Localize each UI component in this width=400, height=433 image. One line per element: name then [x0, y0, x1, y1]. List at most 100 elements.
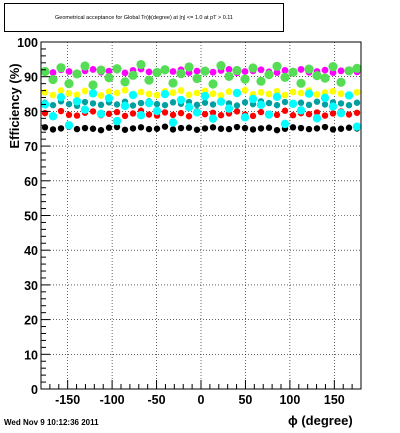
- data-point: [321, 101, 329, 108]
- data-point: [80, 61, 90, 71]
- data-point: [105, 110, 113, 118]
- data-point: [104, 94, 114, 103]
- data-point: [193, 67, 201, 75]
- data-point: [313, 109, 321, 116]
- y-tick-label: 100: [17, 36, 38, 50]
- data-point: [113, 123, 121, 131]
- data-point: [184, 103, 194, 112]
- data-point: [57, 125, 65, 132]
- data-point: [56, 92, 66, 102]
- data-point: [329, 87, 337, 95]
- data-point: [193, 101, 201, 109]
- data-point: [49, 69, 57, 76]
- data-point: [272, 92, 282, 102]
- data-point: [225, 125, 233, 133]
- data-point: [185, 124, 193, 131]
- data-point: [201, 99, 209, 106]
- data-point: [256, 100, 266, 110]
- data-point: [240, 113, 250, 122]
- data-point: [265, 124, 273, 131]
- data-point: [192, 108, 202, 117]
- data-point: [280, 72, 290, 82]
- data-point: [248, 94, 258, 104]
- data-point: [297, 89, 305, 97]
- data-point: [225, 88, 233, 96]
- data-point: [89, 108, 97, 115]
- data-point: [121, 112, 129, 120]
- data-point: [144, 98, 154, 108]
- data-point: [337, 125, 345, 132]
- y-tick-label: 30: [24, 279, 38, 293]
- data-point: [145, 90, 153, 98]
- data-point: [352, 63, 362, 73]
- data-point: [344, 91, 354, 100]
- data-point: [305, 101, 313, 109]
- chart-title-text: Geometrical acceptance for Global Tr(ϕ(d…: [54, 14, 233, 21]
- data-point: [121, 86, 129, 94]
- data-point: [144, 75, 154, 85]
- data-point: [169, 111, 177, 119]
- data-point: [80, 105, 90, 114]
- data-point: [296, 78, 306, 88]
- data-point: [105, 67, 113, 75]
- data-point: [72, 97, 82, 106]
- data-point: [168, 78, 178, 88]
- data-point: [72, 69, 82, 79]
- data-point: [313, 90, 321, 98]
- data-point: [241, 86, 249, 94]
- data-point: [97, 101, 105, 109]
- data-point: [304, 89, 314, 98]
- data-point: [241, 124, 249, 132]
- data-point: [97, 92, 105, 99]
- data-point: [56, 63, 66, 73]
- data-point: [337, 100, 345, 107]
- data-point: [153, 100, 161, 108]
- data-point: [353, 109, 361, 116]
- data-point: [137, 124, 145, 131]
- data-point: [257, 125, 265, 132]
- data-point: [65, 111, 73, 119]
- data-point: [201, 110, 209, 118]
- y-tick-label: 10: [24, 348, 38, 362]
- data-point: [49, 126, 57, 133]
- data-point: [329, 110, 337, 117]
- data-point: [200, 66, 210, 76]
- data-point: [153, 91, 161, 99]
- data-point: [296, 106, 306, 115]
- data-point: [105, 124, 113, 131]
- data-point: [89, 66, 97, 73]
- data-point: [88, 89, 98, 98]
- data-point: [169, 89, 177, 97]
- data-point: [321, 66, 329, 74]
- data-point: [216, 60, 226, 71]
- chart-title: Geometrical acceptance for Global Tr(ϕ(d…: [4, 3, 284, 32]
- data-point: [176, 68, 186, 79]
- data-point: [249, 112, 257, 120]
- data-point: [41, 109, 49, 117]
- data-point: [49, 101, 57, 109]
- data-point: [288, 99, 298, 108]
- data-point: [281, 67, 289, 74]
- data-point: [241, 68, 249, 75]
- data-point: [57, 107, 65, 115]
- x-axis-title: ϕ (degree): [288, 413, 353, 428]
- x-tick-label: 50: [238, 393, 252, 407]
- data-point: [129, 102, 137, 109]
- y-tick-label: 50: [24, 210, 38, 224]
- data-point: [289, 88, 297, 96]
- data-point: [297, 124, 305, 132]
- data-point: [65, 100, 73, 108]
- data-point: [65, 89, 73, 97]
- data-point: [336, 108, 346, 118]
- data-point: [97, 126, 105, 134]
- data-point: [129, 110, 137, 117]
- y-axis-title-text: Efficiency (%): [6, 63, 22, 149]
- data-point: [40, 66, 50, 77]
- data-point: [281, 98, 289, 106]
- data-point: [288, 67, 298, 77]
- data-point: [257, 108, 265, 116]
- data-point: [289, 124, 297, 131]
- data-point: [233, 102, 241, 109]
- data-point: [256, 76, 266, 86]
- data-point: [152, 106, 162, 116]
